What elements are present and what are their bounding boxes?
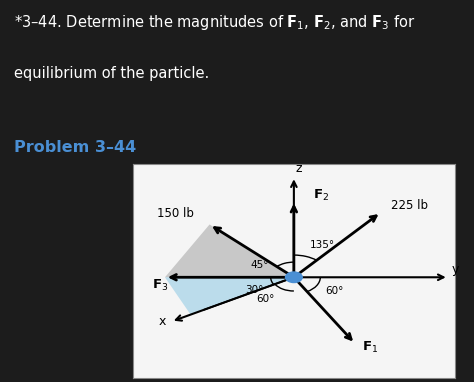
Text: 60°: 60° xyxy=(256,294,275,304)
Text: Problem 3–44: Problem 3–44 xyxy=(14,139,137,155)
Polygon shape xyxy=(165,277,294,315)
Text: 45°: 45° xyxy=(250,261,269,270)
Text: $\mathbf{F}_2$: $\mathbf{F}_2$ xyxy=(313,188,329,203)
Text: *3–44. Determine the magnitudes of $\mathbf{F}_1$, $\mathbf{F}_2$, and $\mathbf{: *3–44. Determine the magnitudes of $\mat… xyxy=(14,13,416,32)
Text: $\mathbf{F}_3$: $\mathbf{F}_3$ xyxy=(152,278,168,293)
Text: 135°: 135° xyxy=(310,240,335,250)
Text: 225 lb: 225 lb xyxy=(391,199,428,212)
Text: 60°: 60° xyxy=(325,286,343,296)
Text: $\mathbf{F}_1$: $\mathbf{F}_1$ xyxy=(362,340,378,355)
Text: 150 lb: 150 lb xyxy=(156,207,193,220)
Polygon shape xyxy=(165,225,294,277)
Text: 30°: 30° xyxy=(246,285,264,295)
Text: equilibrium of the particle.: equilibrium of the particle. xyxy=(14,66,210,81)
Text: z: z xyxy=(295,162,301,175)
Text: x: x xyxy=(159,315,166,328)
Text: y: y xyxy=(451,263,459,276)
Circle shape xyxy=(285,272,302,283)
